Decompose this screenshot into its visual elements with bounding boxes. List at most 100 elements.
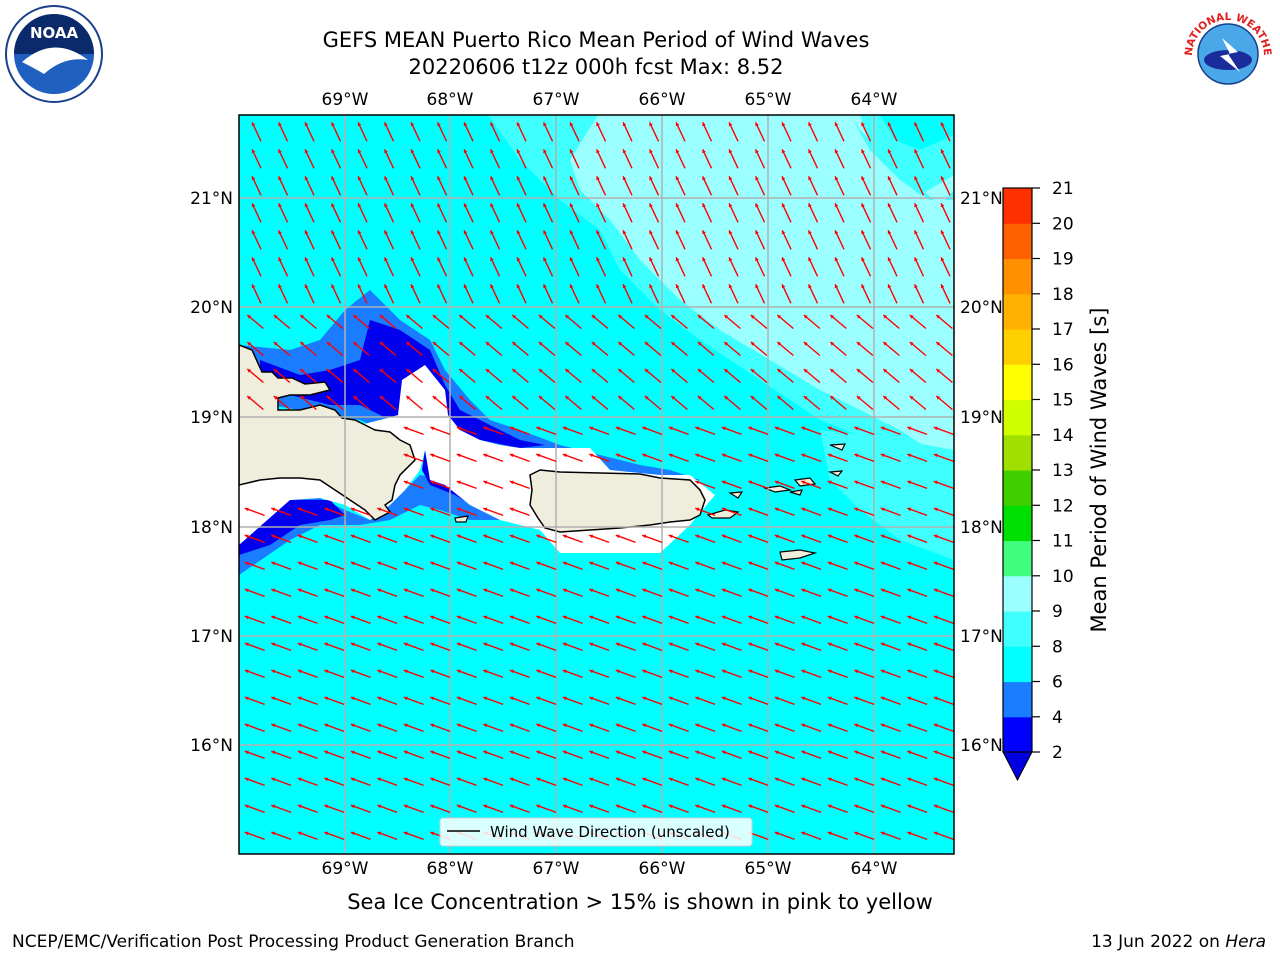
wind-wave-arrow xyxy=(589,804,610,814)
wind-wave-arrow xyxy=(483,534,504,544)
wind-wave-arrow xyxy=(271,723,292,733)
wind-wave-arrow xyxy=(509,723,530,733)
wind-wave-arrow xyxy=(383,257,395,277)
wind-wave-arrow xyxy=(299,395,317,411)
colorbar-band xyxy=(1003,646,1032,683)
wind-wave-arrow xyxy=(483,777,504,787)
wind-wave-arrow xyxy=(251,284,262,304)
wind-wave-arrow xyxy=(670,368,688,384)
lon-tick-bottom: 64°W xyxy=(851,859,898,879)
wind-wave-arrow xyxy=(721,480,742,490)
wind-wave-arrow xyxy=(244,507,265,517)
footer-machine: Hera xyxy=(1225,932,1266,952)
wind-wave-arrow xyxy=(483,723,504,733)
wind-wave-arrow xyxy=(297,696,318,706)
wind-wave-arrow xyxy=(723,368,741,384)
wind-wave-arrow xyxy=(271,831,292,841)
wind-wave-arrow xyxy=(854,561,875,571)
wind-wave-arrow xyxy=(801,507,822,517)
wind-wave-arrow xyxy=(748,507,769,517)
wind-wave-arrow xyxy=(933,534,954,544)
wind-wave-arrow xyxy=(668,615,689,625)
wind-wave-arrow xyxy=(695,426,716,436)
wind-wave-arrow xyxy=(377,804,398,814)
wind-wave-arrow xyxy=(489,284,501,304)
wind-wave-arrow xyxy=(880,804,901,814)
footer-date: 13 Jun 2022 on Hera xyxy=(1091,932,1266,952)
wind-wave-arrow xyxy=(668,804,689,814)
wind-wave-arrow xyxy=(350,561,371,571)
wind-wave-arrow xyxy=(668,723,689,733)
wind-wave-arrow xyxy=(299,341,317,357)
wind-wave-arrow xyxy=(860,257,872,277)
wind-wave-arrow xyxy=(748,453,769,463)
lat-tick-left: 16°N xyxy=(190,736,233,756)
wind-wave-arrow xyxy=(277,230,289,250)
wind-wave-arrow xyxy=(251,176,262,196)
legend-label: Wind Wave Direction (unscaled) xyxy=(490,823,730,841)
wind-wave-arrow xyxy=(595,284,607,304)
wind-wave-arrow xyxy=(615,588,636,598)
wind-wave-arrow xyxy=(776,341,794,357)
wind-wave-arrow xyxy=(430,507,451,517)
wind-wave-arrow xyxy=(880,561,901,571)
wind-wave-arrow xyxy=(940,284,951,304)
wind-wave-arrow xyxy=(642,561,663,571)
wind-wave-arrow xyxy=(536,642,557,652)
svg-text:NOAA: NOAA xyxy=(30,24,79,42)
wind-wave-arrow xyxy=(511,368,529,384)
wind-wave-arrow xyxy=(750,368,768,384)
wind-wave-arrow xyxy=(516,203,527,223)
wind-wave-arrow xyxy=(564,341,582,357)
colorbar: 2 4 6 8 9 10 11 12 13 14 15 16 17 18 19 20 21 Mean Perio… xyxy=(1002,179,1111,782)
wind-wave-arrow xyxy=(564,368,582,384)
wind-wave-arrow xyxy=(542,284,554,304)
wind-wave-arrow xyxy=(403,480,424,490)
wind-wave-arrow xyxy=(589,534,610,544)
wind-wave-arrow xyxy=(430,615,451,625)
wind-wave-arrow xyxy=(350,642,371,652)
wind-wave-arrow xyxy=(781,284,792,304)
wind-wave-arrow xyxy=(933,750,954,760)
wind-wave-arrow xyxy=(695,588,716,598)
wind-wave-arrow xyxy=(244,669,265,679)
wind-wave-arrow xyxy=(297,777,318,787)
wind-wave-arrow xyxy=(827,480,848,490)
wind-wave-arrow xyxy=(383,203,395,223)
wind-wave-arrow xyxy=(516,176,527,196)
wind-wave-arrow xyxy=(622,230,633,250)
wind-wave-arrow xyxy=(860,230,872,250)
wind-wave-arrow xyxy=(907,534,928,544)
wind-wave-arrow xyxy=(675,149,686,169)
wind-wave-arrow xyxy=(430,804,451,814)
wind-wave-arrow xyxy=(695,561,716,571)
wind-wave-arrow xyxy=(509,480,530,490)
colorbar-band xyxy=(1003,681,1032,718)
wind-wave-arrow xyxy=(536,777,557,787)
wind-wave-arrow xyxy=(383,122,395,142)
wind-wave-arrow xyxy=(324,588,345,598)
wind-wave-arrow xyxy=(410,149,421,169)
wind-wave-arrow xyxy=(854,750,875,760)
colorbar-tick-label: 4 xyxy=(1052,708,1063,728)
wind-wave-arrow xyxy=(357,176,368,196)
wind-wave-arrow xyxy=(801,426,822,436)
wind-wave-arrow xyxy=(909,368,927,384)
wind-wave-arrow xyxy=(489,122,501,142)
wind-wave-arrow xyxy=(675,203,686,223)
wind-wave-arrow xyxy=(589,588,610,598)
wind-wave-arrow xyxy=(913,176,925,196)
wind-wave-arrow xyxy=(377,750,398,760)
wind-wave-arrow xyxy=(615,777,636,787)
wind-wave-arrow xyxy=(807,257,819,277)
wind-wave-arrow xyxy=(642,588,663,598)
wind-wave-arrow xyxy=(854,534,875,544)
wind-wave-arrow xyxy=(907,669,928,679)
wind-wave-arrow xyxy=(907,723,928,733)
wind-wave-arrow xyxy=(357,230,368,250)
lat-tick-left: 18°N xyxy=(190,518,233,538)
wind-wave-arrow xyxy=(277,257,289,277)
wind-wave-arrow xyxy=(456,588,477,598)
wind-wave-arrow xyxy=(463,230,474,250)
wind-wave-arrow xyxy=(569,257,580,277)
